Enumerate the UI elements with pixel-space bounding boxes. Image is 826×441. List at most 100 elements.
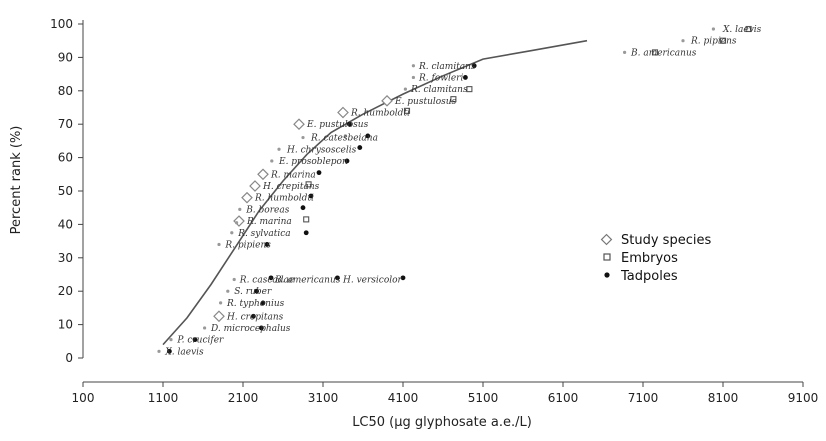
species-label: P. crucifer xyxy=(176,336,224,346)
embryo-point xyxy=(403,107,411,114)
label-anchor-point xyxy=(226,289,230,293)
label-anchor-point xyxy=(623,50,627,54)
y-tick-label: 20 xyxy=(58,284,73,298)
tadpole-point xyxy=(308,193,314,199)
tadpole-point xyxy=(316,170,322,176)
legend-marker-embryos xyxy=(603,253,611,261)
species-label: R. sylvatica xyxy=(237,229,290,239)
species-label: E. pustulosus xyxy=(394,97,457,107)
legend: Study species Embryos Tadpoles xyxy=(600,233,711,284)
x-axis-title: LC50 (µg glyphosate a.e./L) xyxy=(352,415,532,430)
x-tick-label: 100 xyxy=(72,391,95,405)
y-tick-label: 100 xyxy=(50,17,73,31)
x-tick-label: 9100 xyxy=(788,391,819,405)
legend-label-embryos: Embryos xyxy=(621,251,678,266)
species-label: H. chrysoscelis xyxy=(286,145,357,155)
data-points xyxy=(157,25,752,354)
study-species-point xyxy=(233,215,245,227)
tadpole-point xyxy=(471,63,477,69)
label-anchor-point xyxy=(403,87,407,91)
y-axis-title: Percent rank (%) xyxy=(9,126,24,235)
tadpole-point xyxy=(347,121,352,127)
x-tick-label: 6100 xyxy=(548,391,579,405)
x-tick-label: 2100 xyxy=(228,391,259,405)
y-tick-label: 30 xyxy=(58,251,73,265)
x-tick-label: 5100 xyxy=(468,391,499,405)
study-species-point xyxy=(293,118,305,131)
species-label: S. ruber xyxy=(234,287,272,297)
study-species-point xyxy=(381,94,393,107)
tadpole-point xyxy=(264,242,270,247)
species-label: R. clamitans xyxy=(410,85,468,95)
legend-marker-study-species xyxy=(600,233,613,246)
tadpole-point xyxy=(259,325,264,331)
label-anchor-point xyxy=(277,147,281,151)
species-label: R. pipiens xyxy=(224,240,271,250)
species-label: B. americanus xyxy=(274,276,341,286)
y-axis-ticks: 0 10 20 30 40 50 60 70 80 90 100 xyxy=(50,17,83,365)
study-species-point xyxy=(337,106,349,119)
x-tick-label: 3100 xyxy=(308,391,339,405)
species-label: E. prosoblepon xyxy=(278,157,348,167)
embryo-point xyxy=(305,181,312,188)
tadpole-point xyxy=(192,337,198,343)
species-label: B. boreas xyxy=(245,205,290,215)
tadpole-point xyxy=(344,158,350,164)
tadpole-point xyxy=(260,300,266,306)
embryo-point xyxy=(745,25,752,33)
study-species-point xyxy=(249,180,261,192)
species-label: E. pustulosus xyxy=(306,120,369,130)
x-tick-label: 7100 xyxy=(628,391,659,405)
study-species-point xyxy=(213,310,225,323)
x-tick-label: 1100 xyxy=(148,391,179,405)
species-label: R. pipiens xyxy=(690,37,737,47)
y-tick-label: 50 xyxy=(58,184,73,198)
label-anchor-point xyxy=(238,207,242,211)
label-anchor-point xyxy=(411,75,415,80)
label-anchor-point xyxy=(217,242,221,247)
legend-marker-tadpoles xyxy=(604,272,610,278)
label-anchor-point xyxy=(169,338,173,342)
label-anchor-point xyxy=(219,301,223,305)
species-label: R. typhonius xyxy=(226,299,285,309)
species-label: H. crepitans xyxy=(262,182,320,192)
label-anchor-point xyxy=(411,64,415,68)
species-label: R. marina xyxy=(246,217,292,227)
y-tick-label: 70 xyxy=(58,117,73,131)
label-anchor-point xyxy=(301,135,305,140)
y-tick-label: 80 xyxy=(58,84,73,98)
tadpole-point xyxy=(303,230,309,236)
species-label: H. crepitans xyxy=(226,312,284,322)
fit-curve xyxy=(162,39,588,346)
study-species-point xyxy=(241,191,253,204)
species-label: R. humboldti xyxy=(350,109,410,119)
y-tick-label: 0 xyxy=(65,351,73,365)
tadpole-point xyxy=(357,145,363,150)
embryo-point xyxy=(303,216,310,223)
embryo-point xyxy=(450,96,457,103)
label-anchor-point xyxy=(711,27,716,31)
legend-label-study-species: Study species xyxy=(621,233,711,248)
species-label: R. humboldti xyxy=(254,194,314,204)
tadpole-point xyxy=(463,75,468,80)
tadpole-point xyxy=(167,348,172,354)
species-label: D. microcephalus xyxy=(210,324,291,334)
embryo-point xyxy=(466,86,473,93)
label-anchor-point xyxy=(203,326,207,330)
species-label: R. catesbeiana xyxy=(310,134,378,144)
embryo-point xyxy=(719,37,727,44)
label-anchor-point xyxy=(681,39,685,43)
y-tick-label: 40 xyxy=(58,217,73,231)
species-label: H. versicolor xyxy=(342,276,403,286)
species-label: B. americanus xyxy=(630,48,697,58)
legend-label-tadpoles: Tadpoles xyxy=(620,269,678,284)
x-tick-label: 8100 xyxy=(708,391,739,405)
label-anchor-point xyxy=(343,134,347,138)
species-label: X. laevis xyxy=(722,25,762,35)
tadpole-point xyxy=(400,275,406,281)
tadpole-point xyxy=(268,275,274,281)
species-label: R. cascadae xyxy=(239,276,294,286)
label-anchor-point xyxy=(232,277,236,282)
